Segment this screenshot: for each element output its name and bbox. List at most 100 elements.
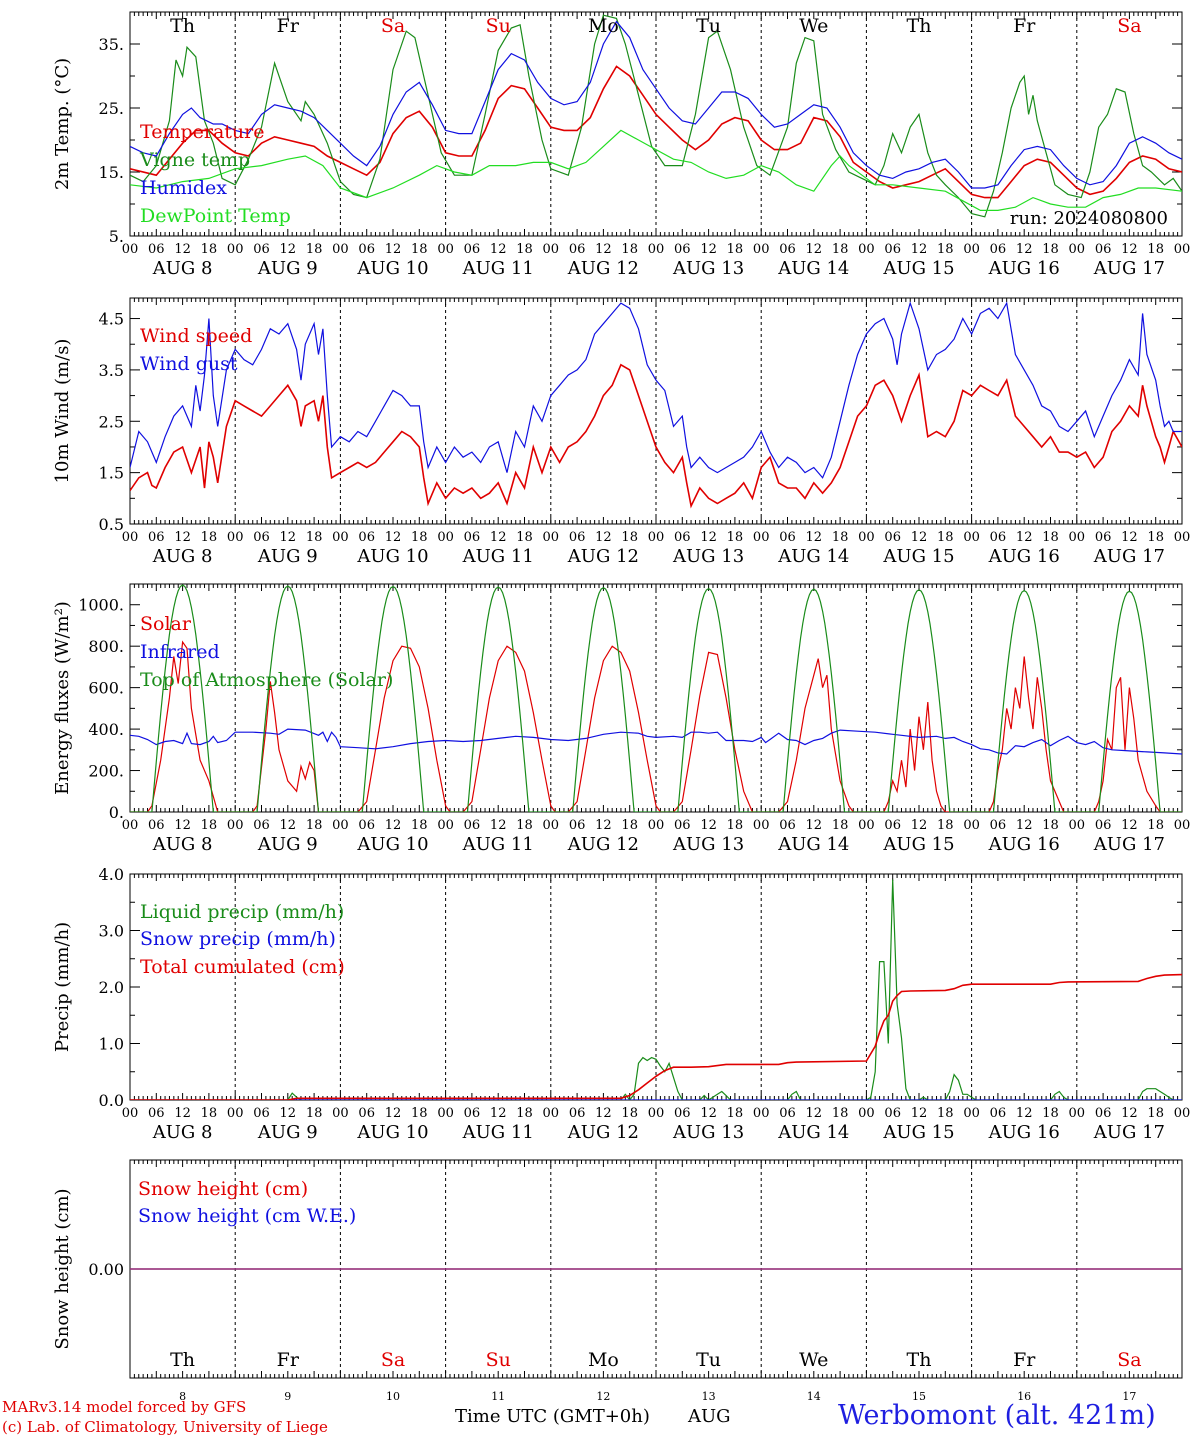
hour-tick-label: 18 (1147, 242, 1164, 257)
hour-tick-label: 00 (437, 1106, 454, 1121)
date-label: AUG 17 (1093, 834, 1165, 855)
y-axis-label: 2m Temp. (°C) (52, 58, 73, 190)
hour-tick-label: 00 (332, 818, 349, 833)
y-tick-label: 800. (88, 637, 124, 656)
hour-tick-label: 18 (621, 242, 638, 257)
date-label: AUG 16 (988, 546, 1060, 567)
hour-tick-label: 00 (963, 530, 980, 545)
run-annotation: run: 2024080800 (1010, 208, 1168, 229)
hour-tick-label: 18 (832, 818, 849, 833)
legend-wind-speed: Wind speed (140, 325, 252, 347)
weekday-label: Th (907, 15, 932, 37)
hour-tick-label: 12 (700, 242, 717, 257)
date-label: AUG 15 (882, 546, 954, 567)
date-label: AUG 9 (257, 834, 318, 855)
hour-tick-label: 06 (1095, 242, 1112, 257)
hour-tick-label: 00 (858, 530, 875, 545)
hour-tick-label: 18 (306, 530, 323, 545)
hour-tick-label: 18 (1147, 818, 1164, 833)
hour-tick-label: 06 (884, 242, 901, 257)
date-label: AUG 14 (777, 834, 849, 855)
hour-tick-label: 12 (806, 530, 823, 545)
hour-tick-label: 00 (543, 242, 560, 257)
legend-infrared: Infrared (140, 641, 220, 663)
y-axis-label: Snow height (cm) (52, 1188, 73, 1349)
hour-tick-label: 12 (174, 530, 191, 545)
date-label: AUG 8 (152, 1122, 213, 1143)
day-number-label: 8 (179, 1390, 186, 1403)
hour-tick-label: 06 (569, 1106, 586, 1121)
hour-tick-label: 00 (753, 1106, 770, 1121)
legend-snow-height-cm-: Snow height (cm) (138, 1178, 308, 1200)
date-label: AUG 10 (356, 258, 428, 279)
hour-tick-label: 06 (253, 818, 270, 833)
weekday-label: Tu (696, 15, 721, 37)
y-tick-label: 4.5 (99, 310, 124, 329)
credit-line-1: MARv3.14 model forced by GFS (2, 1398, 247, 1416)
series-line-total-cumulated-cm- (130, 973, 1182, 1100)
hour-tick-label: 12 (595, 530, 612, 545)
hour-tick-label: 06 (464, 818, 481, 833)
hour-tick-label: 18 (201, 818, 218, 833)
hour-tick-label: 18 (1042, 530, 1059, 545)
hour-tick-label: 06 (779, 818, 796, 833)
x-axis-month: AUG (688, 1406, 731, 1427)
y-tick-label: 600. (88, 679, 124, 698)
date-label: AUG 9 (257, 1122, 318, 1143)
y-tick-label: 0.0 (99, 1091, 124, 1110)
weekday-label: Sa (381, 1349, 405, 1371)
hour-tick-label: 12 (911, 818, 928, 833)
hour-tick-label: 00 (332, 530, 349, 545)
series-line-solar (130, 640, 1182, 812)
hour-tick-label: 12 (174, 1106, 191, 1121)
weekday-label: Sa (1117, 15, 1141, 37)
hour-tick-label: 06 (569, 530, 586, 545)
hour-tick-label: 06 (253, 530, 270, 545)
hour-tick-label: 00 (122, 1106, 139, 1121)
hour-tick-label: 18 (937, 242, 954, 257)
y-axis-label: Energy fluxes (W/m²) (52, 601, 73, 795)
hour-tick-label: 18 (516, 530, 533, 545)
legend-humidex: Humidex (140, 177, 227, 199)
series-line-temperature (130, 65, 1182, 199)
series-line-vigne-temp (130, 14, 1182, 218)
hour-tick-label: 18 (1042, 1106, 1059, 1121)
date-label: AUG 12 (567, 546, 639, 567)
hour-tick-label: 06 (990, 530, 1007, 545)
hour-tick-label: 18 (411, 530, 428, 545)
hour-tick-label: 18 (727, 1106, 744, 1121)
hour-tick-label: 00 (648, 530, 665, 545)
hour-tick-label: 12 (806, 1106, 823, 1121)
hour-tick-label: 18 (201, 242, 218, 257)
hour-tick-label: 18 (1042, 818, 1059, 833)
date-label: AUG 9 (257, 258, 318, 279)
series-line-wind-gust (130, 301, 1182, 479)
y-tick-label: 1000. (78, 596, 124, 615)
hour-tick-label: 06 (884, 1106, 901, 1121)
weekday-label: Th (170, 1349, 195, 1371)
hour-tick-label: 06 (884, 530, 901, 545)
hour-tick-label: 00 (753, 530, 770, 545)
hour-tick-label: 06 (464, 1106, 481, 1121)
legend-solar: Solar (140, 613, 192, 635)
weekday-label: Fr (1013, 15, 1036, 37)
date-label: AUG 14 (777, 546, 849, 567)
y-tick-label: 3.5 (99, 361, 124, 380)
date-label: AUG 10 (356, 546, 428, 567)
legend-snow-precip-mm-h-: Snow precip (mm/h) (140, 928, 336, 950)
hour-tick-label: 06 (148, 1106, 165, 1121)
hour-tick-label: 06 (1095, 818, 1112, 833)
y-tick-label: 2.0 (99, 978, 124, 997)
hour-tick-label: 00 (858, 242, 875, 257)
hour-tick-label: 12 (1016, 1106, 1033, 1121)
hour-tick-label: 12 (280, 530, 297, 545)
panel-1 (129, 11, 1183, 237)
date-label: AUG 16 (988, 834, 1060, 855)
date-label: AUG 13 (672, 1122, 744, 1143)
hour-tick-label: 06 (148, 818, 165, 833)
hour-tick-label: 12 (174, 242, 191, 257)
hour-tick-label: 12 (490, 818, 507, 833)
hour-tick-label: 12 (1121, 530, 1138, 545)
panel-2 (129, 297, 1183, 525)
hour-tick-label: 06 (674, 1106, 691, 1121)
